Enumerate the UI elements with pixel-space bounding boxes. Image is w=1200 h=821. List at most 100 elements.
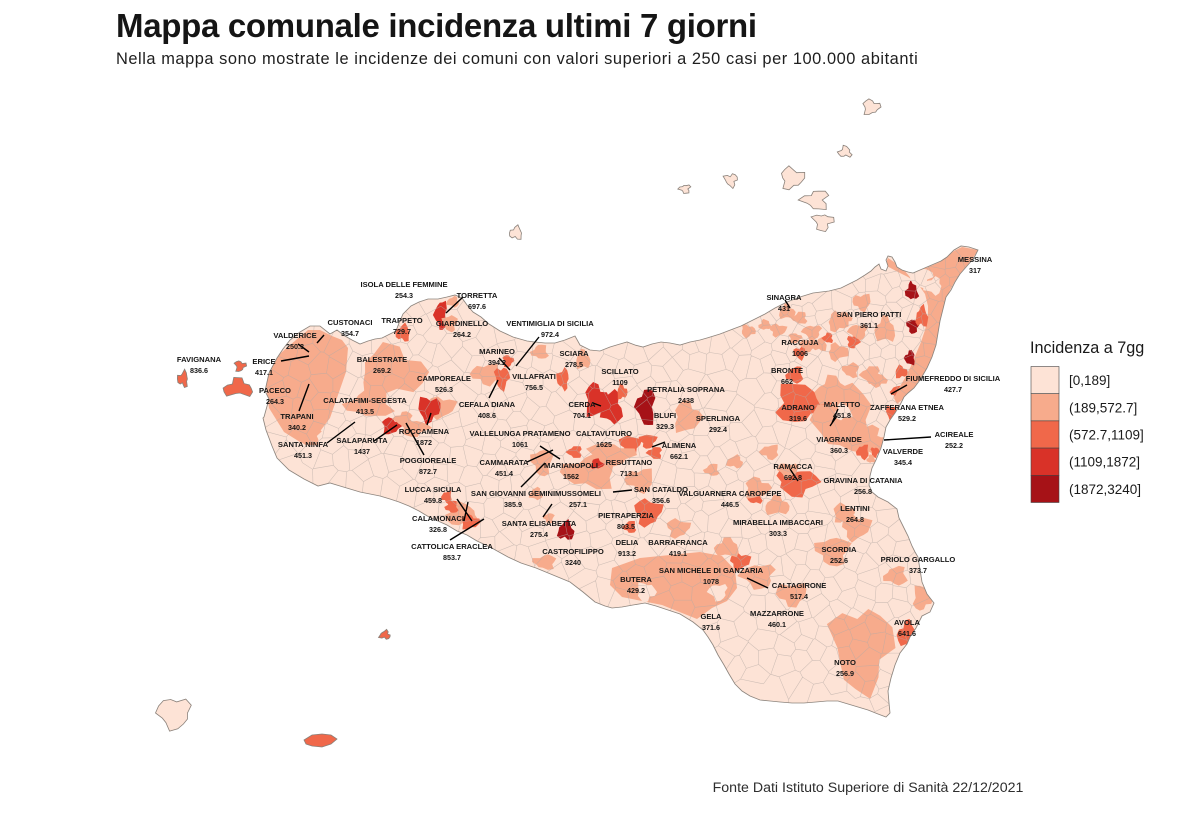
svg-text:526.3: 526.3 — [435, 385, 453, 394]
svg-text:BRONTE: BRONTE — [771, 366, 803, 375]
svg-text:CASTROFILIPPO: CASTROFILIPPO — [542, 547, 604, 556]
svg-text:446.5: 446.5 — [721, 500, 739, 509]
svg-text:Nella mappa sono mostrate le i: Nella mappa sono mostrate le incidenze d… — [116, 50, 918, 68]
svg-text:VIAGRANDE: VIAGRANDE — [816, 435, 862, 444]
svg-text:(1109,1872]: (1109,1872] — [1069, 455, 1140, 470]
svg-text:TORRETTA: TORRETTA — [457, 291, 498, 300]
svg-text:GRAVINA DI CATANIA: GRAVINA DI CATANIA — [823, 476, 903, 485]
svg-text:VALLELUNGA PRATAMENO: VALLELUNGA PRATAMENO — [470, 429, 571, 438]
svg-text:256.8: 256.8 — [854, 487, 872, 496]
svg-text:Fonte Dati Istituto Superiore: Fonte Dati Istituto Superiore di Sanità … — [713, 780, 1024, 796]
svg-text:529.2: 529.2 — [898, 414, 916, 423]
svg-text:MESSINA: MESSINA — [958, 255, 993, 264]
svg-text:641.6: 641.6 — [898, 629, 916, 638]
svg-text:371.6: 371.6 — [702, 623, 720, 632]
svg-text:CATTOLICA ERACLEA: CATTOLICA ERACLEA — [411, 542, 493, 551]
svg-text:MUSSOMELI: MUSSOMELI — [555, 489, 601, 498]
svg-text:1625: 1625 — [596, 440, 612, 449]
svg-text:257.1: 257.1 — [569, 500, 587, 509]
svg-text:GELA: GELA — [700, 612, 722, 621]
svg-text:451.8: 451.8 — [833, 411, 851, 420]
svg-text:250.3: 250.3 — [286, 342, 304, 351]
svg-text:VALDERICE: VALDERICE — [273, 331, 316, 340]
svg-text:1562: 1562 — [563, 472, 579, 481]
svg-text:CALATAFIMI-SEGESTA: CALATAFIMI-SEGESTA — [323, 396, 407, 405]
svg-text:MIRABELLA IMBACCARI: MIRABELLA IMBACCARI — [733, 518, 823, 527]
svg-text:(189,572.7]: (189,572.7] — [1069, 400, 1137, 415]
svg-text:303.3: 303.3 — [769, 529, 787, 538]
svg-text:VALGUARNERA CAROPEPE: VALGUARNERA CAROPEPE — [679, 489, 782, 498]
svg-text:TRAPPETO: TRAPPETO — [381, 316, 422, 325]
svg-text:CALTAVUTURO: CALTAVUTURO — [576, 429, 632, 438]
svg-text:269.2: 269.2 — [373, 366, 391, 375]
svg-text:ACIREALE: ACIREALE — [935, 430, 974, 439]
svg-text:252.6: 252.6 — [830, 556, 848, 565]
svg-text:CUSTONACI: CUSTONACI — [327, 318, 372, 327]
svg-text:1061: 1061 — [512, 440, 528, 449]
svg-text:ERICE: ERICE — [252, 357, 275, 366]
svg-text:417.1: 417.1 — [255, 368, 273, 377]
svg-text:FIUMEFREDDO DI SICILIA: FIUMEFREDDO DI SICILIA — [906, 374, 1001, 383]
svg-text:264.3: 264.3 — [266, 397, 284, 406]
svg-text:SCILLATO: SCILLATO — [601, 367, 638, 376]
svg-text:GIARDINELLO: GIARDINELLO — [436, 319, 488, 328]
svg-text:1437: 1437 — [354, 447, 370, 456]
svg-text:292.4: 292.4 — [709, 425, 727, 434]
svg-text:AVOLA: AVOLA — [894, 618, 921, 627]
svg-text:713.1: 713.1 — [620, 469, 638, 478]
svg-text:VILLAFRATI: VILLAFRATI — [512, 372, 556, 381]
svg-text:SCIARA: SCIARA — [559, 349, 589, 358]
svg-text:662.1: 662.1 — [670, 452, 688, 461]
svg-text:345.4: 345.4 — [894, 458, 912, 467]
svg-text:373.7: 373.7 — [909, 566, 927, 575]
svg-text:CERDA: CERDA — [568, 400, 596, 409]
svg-text:PRIOLO GARGALLO: PRIOLO GARGALLO — [881, 555, 956, 564]
svg-text:275.4: 275.4 — [530, 530, 548, 539]
svg-text:756.5: 756.5 — [525, 383, 543, 392]
svg-text:1006: 1006 — [792, 349, 808, 358]
svg-text:TRAPANI: TRAPANI — [280, 412, 313, 421]
svg-text:408.6: 408.6 — [478, 411, 496, 420]
svg-text:CAMMARATA: CAMMARATA — [479, 458, 529, 467]
svg-text:662: 662 — [781, 377, 793, 386]
svg-text:(572.7,1109]: (572.7,1109] — [1069, 428, 1144, 443]
svg-text:RACCUJA: RACCUJA — [781, 338, 819, 347]
svg-text:BALESTRATE: BALESTRATE — [357, 355, 407, 364]
svg-text:972.4: 972.4 — [541, 330, 559, 339]
svg-text:(1872,3240]: (1872,3240] — [1069, 482, 1141, 497]
svg-text:256.9: 256.9 — [836, 669, 854, 678]
svg-text:394.2: 394.2 — [488, 358, 506, 367]
svg-text:836.6: 836.6 — [190, 366, 208, 375]
svg-text:2438: 2438 — [678, 396, 694, 405]
svg-text:CALTAGIRONE: CALTAGIRONE — [772, 581, 827, 590]
svg-text:431: 431 — [778, 304, 790, 313]
svg-text:LUCCA SICULA: LUCCA SICULA — [405, 485, 462, 494]
svg-text:ROCCAMENA: ROCCAMENA — [399, 427, 450, 436]
svg-text:SANTA ELISABETTA: SANTA ELISABETTA — [502, 519, 577, 528]
svg-text:697.6: 697.6 — [468, 302, 486, 311]
svg-text:Mappa comunale incidenza ultim: Mappa comunale incidenza ultimi 7 giorni — [116, 7, 757, 44]
svg-text:ZAFFERANA ETNEA: ZAFFERANA ETNEA — [870, 403, 944, 412]
svg-text:BUTERA: BUTERA — [620, 575, 652, 584]
svg-text:356.6: 356.6 — [652, 496, 670, 505]
svg-text:CEFALA DIANA: CEFALA DIANA — [459, 400, 516, 409]
svg-text:413.5: 413.5 — [356, 407, 374, 416]
svg-text:RAMACCA: RAMACCA — [773, 462, 813, 471]
svg-text:460.1: 460.1 — [768, 620, 786, 629]
svg-text:692.8: 692.8 — [784, 473, 802, 482]
svg-text:PIETRAPERZIA: PIETRAPERZIA — [598, 511, 654, 520]
svg-text:326.8: 326.8 — [429, 525, 447, 534]
svg-text:RESUTTANO: RESUTTANO — [606, 458, 653, 467]
svg-text:264.8: 264.8 — [846, 515, 864, 524]
svg-text:385.9: 385.9 — [504, 500, 522, 509]
svg-text:Incidenza a 7gg: Incidenza a 7gg — [1030, 339, 1144, 357]
svg-text:329.3: 329.3 — [656, 422, 674, 431]
svg-text:NOTO: NOTO — [834, 658, 856, 667]
svg-text:872.7: 872.7 — [419, 467, 437, 476]
svg-text:MARINEO: MARINEO — [479, 347, 515, 356]
svg-text:MARIANOPOLI: MARIANOPOLI — [544, 461, 598, 470]
svg-text:BARRAFRANCA: BARRAFRANCA — [648, 538, 708, 547]
svg-text:451.3: 451.3 — [294, 451, 312, 460]
svg-text:PACECO: PACECO — [259, 386, 291, 395]
svg-text:360.3: 360.3 — [830, 446, 848, 455]
